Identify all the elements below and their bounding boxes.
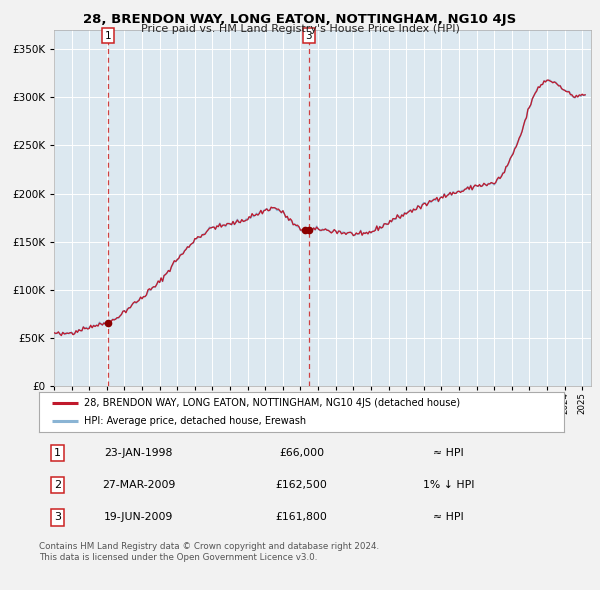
Text: This data is licensed under the Open Government Licence v3.0.: This data is licensed under the Open Gov… (39, 553, 317, 562)
Text: 23-JAN-1998: 23-JAN-1998 (104, 448, 173, 458)
Text: ≈ HPI: ≈ HPI (433, 448, 464, 458)
Text: 1: 1 (54, 448, 61, 458)
Text: 3: 3 (305, 31, 312, 41)
Text: £162,500: £162,500 (275, 480, 328, 490)
Text: 19-JUN-2009: 19-JUN-2009 (104, 512, 173, 522)
Text: Contains HM Land Registry data © Crown copyright and database right 2024.: Contains HM Land Registry data © Crown c… (39, 542, 379, 550)
Text: 1% ↓ HPI: 1% ↓ HPI (423, 480, 474, 490)
Text: £161,800: £161,800 (275, 512, 328, 522)
Text: £66,000: £66,000 (279, 448, 324, 458)
Text: 2: 2 (54, 480, 61, 490)
Text: 3: 3 (54, 512, 61, 522)
Text: Price paid vs. HM Land Registry's House Price Index (HPI): Price paid vs. HM Land Registry's House … (140, 24, 460, 34)
Text: 1: 1 (104, 31, 111, 41)
Text: 27-MAR-2009: 27-MAR-2009 (102, 480, 175, 490)
Text: ≈ HPI: ≈ HPI (433, 512, 464, 522)
Text: HPI: Average price, detached house, Erewash: HPI: Average price, detached house, Erew… (83, 416, 306, 426)
Text: 28, BRENDON WAY, LONG EATON, NOTTINGHAM, NG10 4JS: 28, BRENDON WAY, LONG EATON, NOTTINGHAM,… (83, 13, 517, 26)
Text: 28, BRENDON WAY, LONG EATON, NOTTINGHAM, NG10 4JS (detached house): 28, BRENDON WAY, LONG EATON, NOTTINGHAM,… (83, 398, 460, 408)
